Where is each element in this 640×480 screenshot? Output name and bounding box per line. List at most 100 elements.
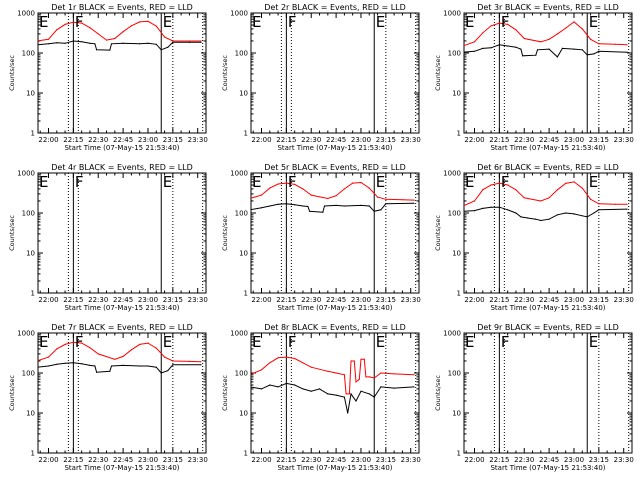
series-point (365, 376, 367, 378)
series-point (498, 182, 500, 184)
x-tick-label: 23:30 (401, 296, 421, 304)
series-point (172, 364, 174, 366)
series-point (523, 37, 525, 40)
y-tick-label: 1000 (230, 170, 248, 178)
x-tick-label: 23:30 (188, 296, 208, 304)
y-axis-label: Counts/sec (8, 375, 16, 411)
series-point (109, 370, 111, 372)
series-point (350, 360, 352, 362)
series-point (172, 360, 174, 362)
x-tick-label: 22:30 (301, 296, 321, 304)
marker-label: F (501, 333, 510, 351)
series-point (360, 390, 362, 392)
series-point (200, 40, 202, 42)
series-point (310, 366, 312, 368)
x-axis-label: Start Time (07-May-15 21:53:40) (64, 304, 179, 312)
series-point (482, 207, 484, 209)
x-axis-label: Start Time (07-May-15 21:53:40) (277, 464, 392, 472)
series-point (285, 356, 287, 358)
detector-panel: Det 1r BLACK = Events, RED = LLD 1 10 100 10… (8, 3, 208, 152)
series-point (393, 373, 395, 375)
y-tick-label: 1000 (17, 10, 35, 18)
series-point (345, 393, 347, 395)
x-tick-label: 22:15 (63, 456, 83, 464)
y-tick-label: 1 (244, 450, 248, 458)
x-tick-label: 23:00 (138, 456, 158, 464)
y-tick-label: 10 (26, 90, 35, 98)
x-axis-label: Start Time (07-May-15 21:53:40) (277, 304, 392, 312)
marker-label: E (589, 333, 598, 351)
events-series-line (38, 40, 201, 51)
lld-series-line (464, 21, 628, 47)
series-point (139, 343, 141, 345)
y-tick-label: 100 (22, 210, 35, 218)
x-tick-label: 22:30 (88, 136, 108, 144)
series-point (155, 366, 157, 368)
series-point (89, 27, 91, 29)
events-series-line (251, 382, 415, 414)
series-point (353, 360, 355, 362)
x-tick-label: 22:45 (326, 456, 346, 464)
series-point (373, 210, 375, 212)
x-tick-label: 23:15 (589, 456, 609, 464)
panel-title: Det 9r BLACK = Events, RED = LLD (477, 323, 619, 332)
x-tick-label: 23:30 (401, 136, 421, 144)
series-point (172, 41, 174, 43)
series-point (498, 206, 500, 208)
x-axis-label: Start Time (07-May-15 21:53:40) (490, 304, 605, 312)
series-point (598, 209, 600, 211)
series-point (343, 205, 345, 207)
series-point (36, 367, 37, 368)
marker-label: E (252, 13, 261, 31)
y-tick-label: 1000 (443, 170, 461, 178)
y-axis-label: Counts/sec (434, 55, 442, 91)
plot-frame (250, 12, 420, 134)
series-point (368, 393, 370, 395)
series-point (277, 386, 279, 388)
series-point (139, 21, 141, 23)
series-point (72, 362, 74, 364)
x-tick-label: 22:45 (326, 296, 346, 304)
x-axis-label: Start Time (07-May-15 21:53:40) (64, 144, 179, 152)
marker-label: F (501, 173, 510, 191)
series-point (373, 396, 375, 398)
x-tick-label: 23:00 (351, 456, 371, 464)
marker-label: E (163, 333, 172, 351)
x-tick-label: 22:15 (276, 136, 296, 144)
series-point (322, 211, 324, 213)
series-point (56, 348, 58, 350)
series-point (573, 213, 575, 215)
series-point (343, 374, 345, 376)
detector-panel: Det 9r BLACK = Events, RED = LLD 1 10 100 10… (434, 323, 634, 472)
detector-panel: Det 3r BLACK = Events, RED = LLD 1 10 100 10… (434, 3, 634, 152)
series-point (523, 197, 525, 199)
series-point (598, 43, 600, 45)
series-point (164, 356, 166, 358)
panel-title: Det 6r BLACK = Events, RED = LLD (477, 163, 619, 172)
x-tick-label: 23:15 (589, 136, 609, 144)
series-point (350, 393, 352, 395)
x-tick-label: 22:00 (464, 136, 484, 144)
x-tick-label: 22:15 (276, 296, 296, 304)
series-point (56, 363, 58, 365)
x-tick-label: 22:45 (113, 136, 133, 144)
series-point (413, 386, 415, 388)
series-point (114, 358, 116, 360)
panel-title: Det 8r BLACK = Events, RED = LLD (264, 323, 406, 332)
series-point (36, 360, 37, 361)
series-point (109, 49, 111, 51)
plot-area (251, 333, 417, 453)
series-point (97, 33, 99, 35)
x-tick-label: 22:45 (539, 296, 559, 304)
x-tick-label: 22:00 (251, 456, 271, 464)
series-point (614, 43, 617, 45)
series-point (260, 388, 263, 390)
x-tick-label: 23:15 (163, 456, 183, 464)
series-point (260, 207, 263, 209)
series-point (590, 198, 592, 200)
x-tick-label: 23:00 (564, 136, 584, 144)
y-tick-label: 10 (26, 250, 35, 258)
series-point (47, 365, 50, 367)
plot-area (464, 173, 630, 293)
y-tick-label: 10 (239, 410, 248, 418)
